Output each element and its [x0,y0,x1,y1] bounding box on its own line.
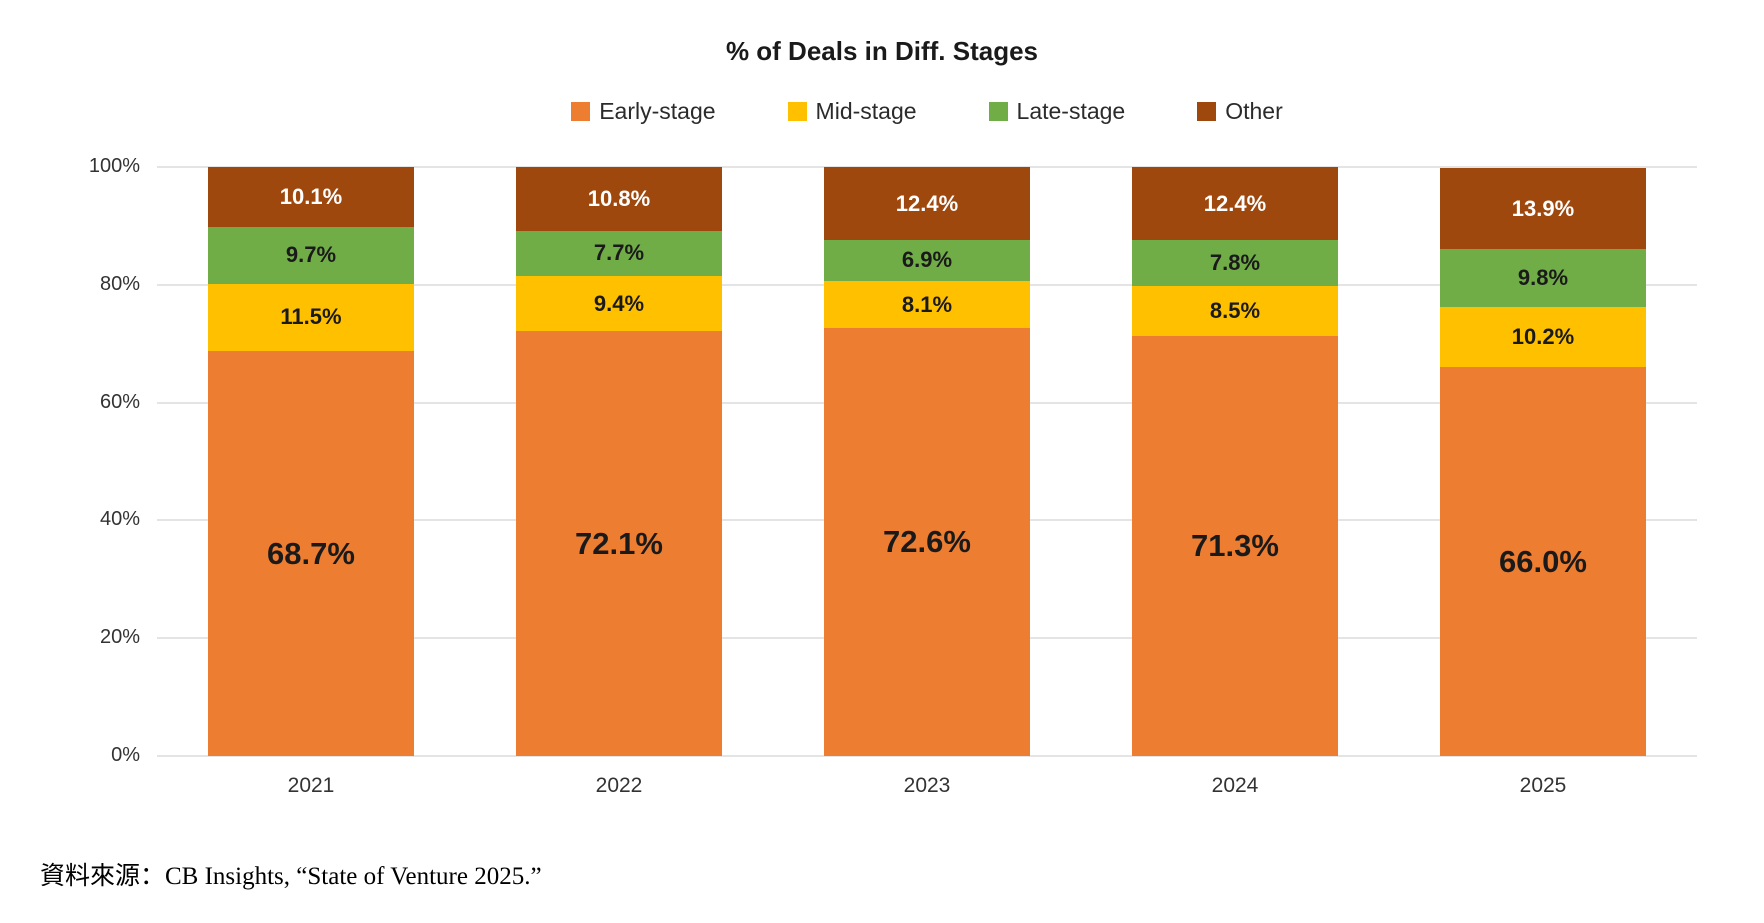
bar-segment-label: 13.9% [1511,195,1575,221]
legend-item-mid-stage: Mid-stage [787,98,917,125]
y-axis-tick-label: 100% [88,155,140,177]
bar-segment-label: 12.4% [895,190,959,216]
chart-title: % of Deals in Diff. Stages [725,36,1039,66]
x-axis-label-2022: 2022 [595,774,643,797]
gridline-0 [157,755,1697,757]
source-note: 資料來源：CB Insights, “State of Venture 2025… [40,863,542,890]
bar-segment-label: 10.8% [587,185,651,211]
legend-label: Mid-stage [815,98,917,124]
legend-item-early-stage: Early-stage [571,98,716,125]
bar-segment-other-2024: 12.4% [1132,167,1338,241]
bar-segment-label: 12.4% [1203,190,1267,216]
y-axis-tick-label: 40% [99,508,140,531]
y-axis-tick-label: 20% [99,626,140,649]
x-axis-label-2025: 2025 [1519,774,1567,797]
bar-segment-late-stage-2023: 6.9% [824,240,1030,281]
bar-segment-label: 72.6% [883,524,971,560]
legend-item-other: Other [1197,98,1283,125]
bar-segment-label: 9.7% [285,242,337,268]
bar-segment-label: 10.2% [1511,324,1575,350]
bar-segment-mid-stage-2025: 10.2% [1440,307,1646,368]
bar-segment-label: 68.7% [267,535,355,571]
legend-swatch-early-stage-icon [571,102,591,121]
bar-segment-label: 9.4% [593,290,645,316]
bar-segment-late-stage-2022: 7.7% [516,230,722,276]
bar-segment-other-2021: 10.1% [208,167,414,227]
bar-segment-early-stage-2022: 72.1% [516,331,722,756]
bar-segment-mid-stage-2023: 8.1% [824,280,1030,329]
legend-label: Other [1225,98,1283,124]
legend-swatch-mid-stage-icon [787,102,807,121]
bar-segment-mid-stage-2022: 9.4% [516,275,722,332]
bar-segment-early-stage-2023: 72.6% [824,328,1030,756]
bar-segment-label: 10.1% [279,183,343,209]
bar-segment-other-2023: 12.4% [824,167,1030,241]
x-axis-label-2021: 2021 [287,774,335,797]
bar-segment-early-stage-2024: 71.3% [1132,336,1338,756]
x-axis-label-2024: 2024 [1211,774,1259,797]
bar-segment-late-stage-2025: 9.8% [1440,249,1646,308]
legend-swatch-late-stage-icon [988,102,1008,121]
bar-segment-label: 6.9% [901,247,953,273]
bar-segment-mid-stage-2024: 8.5% [1132,285,1338,337]
bar-segment-label: 11.5% [280,304,342,330]
bar-segment-label: 72.1% [575,525,663,561]
legend-label: Early-stage [599,98,716,124]
bar-segment-mid-stage-2021: 11.5% [208,283,414,352]
y-axis-tick-label: 80% [99,272,140,295]
bar-segment-label: 71.3% [1191,528,1279,564]
legend-item-late-stage: Late-stage [988,98,1126,125]
bar-segment-late-stage-2021: 9.7% [208,226,414,284]
legend-swatch-other-icon [1197,102,1217,121]
bar-segment-late-stage-2024: 7.8% [1132,240,1338,286]
plot-area: 68.7% 11.5% 9.7% 10.1% 72.1% 9.4% 7.7% 10.8% 72.… [157,166,1697,757]
bar-segment-label: 66.0% [1499,543,1587,579]
bar-segment-label: 7.7% [593,240,645,266]
y-axis-tick-label: 60% [99,390,140,413]
legend-label: Late-stage [1016,98,1126,124]
gridline-100 [157,166,1697,168]
legend: Early-stage Mid-stage Late-stage Other [157,98,1697,125]
x-axis-label-2023: 2023 [903,774,951,797]
bar-segment-other-2025: 13.9% [1440,167,1646,250]
bar-segment-other-2022: 10.8% [516,167,722,231]
bar-segment-early-stage-2021: 68.7% [208,351,414,756]
bar-segment-label: 9.8% [1517,265,1569,291]
y-axis-tick-label: 0% [111,744,140,766]
bar-segment-early-stage-2025: 66.0% [1440,367,1646,756]
bar-segment-label: 7.8% [1209,250,1261,276]
bar-segment-label: 8.5% [1209,298,1261,324]
bar-segment-label: 8.1% [901,291,953,317]
